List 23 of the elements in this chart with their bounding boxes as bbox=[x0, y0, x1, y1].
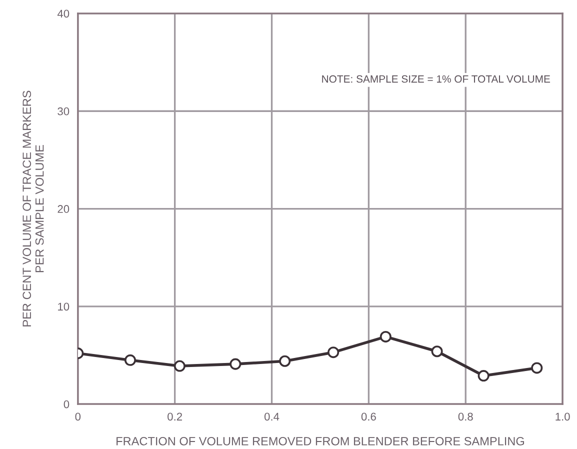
x-tick-label: 0.2 bbox=[168, 412, 182, 421]
x-tick-label: 0 bbox=[75, 412, 81, 421]
point bbox=[230, 358, 242, 370]
x-tick-label: 0.6 bbox=[361, 412, 376, 421]
point bbox=[431, 346, 443, 358]
point bbox=[380, 330, 392, 342]
x-tick-label: 1.0 bbox=[556, 412, 570, 421]
point bbox=[124, 354, 136, 366]
y-axis-title: PER CENT VOLUME OF TRACE MARKERS PER SAMPLE VOLUME bbox=[22, 90, 44, 326]
y-tick-label: 40 bbox=[57, 10, 70, 18]
y-tick-label: 0 bbox=[64, 400, 70, 408]
y-tick-label: 30 bbox=[58, 107, 70, 116]
x-axis-title: FRACTION OF VOLUME REMOVED FROM BLENDER BEFORE SAMPLING bbox=[116, 436, 524, 446]
x-tick-label: 0.4 bbox=[264, 412, 280, 421]
y-tick-label: 10 bbox=[58, 302, 70, 311]
annotation: NOTE: SAMPLE SIZE = 1% OF TOTAL VOLUME bbox=[322, 75, 550, 83]
point bbox=[328, 346, 340, 358]
point bbox=[478, 370, 490, 382]
point bbox=[531, 362, 543, 374]
y-tick-label: 20 bbox=[58, 205, 70, 213]
x-tick-label: 0.8 bbox=[458, 412, 473, 421]
point bbox=[174, 360, 186, 372]
point bbox=[279, 355, 291, 367]
